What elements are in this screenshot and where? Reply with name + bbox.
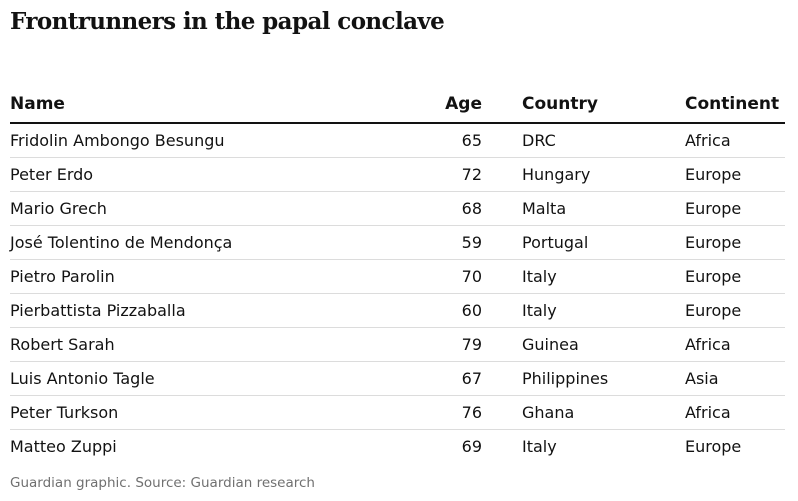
cell-spacer <box>482 327 522 362</box>
cell-spacer <box>482 123 522 158</box>
cell-name: Fridolin Ambongo Besungu <box>10 123 422 158</box>
table-row: José Tolentino de Mendonça 59 Portugal E… <box>10 225 785 260</box>
cell-age: 76 <box>422 395 482 430</box>
header-row: Name Age Country Continent <box>10 86 785 124</box>
cell-country: DRC <box>522 123 685 158</box>
cell-age: 67 <box>422 361 482 396</box>
column-header-country: Country <box>522 86 685 124</box>
cell-country: Guinea <box>522 327 685 362</box>
table-row: Mario Grech 68 Malta Europe <box>10 191 785 226</box>
cell-spacer <box>482 361 522 396</box>
cell-spacer <box>482 259 522 294</box>
cell-continent: Asia <box>685 361 785 396</box>
cell-name: Luis Antonio Tagle <box>10 361 422 396</box>
source-note: Guardian graphic. Source: Guardian resea… <box>10 475 315 491</box>
cell-country: Malta <box>522 191 685 226</box>
cell-age: 72 <box>422 157 482 192</box>
column-header-continent: Continent <box>685 86 785 124</box>
cell-age: 60 <box>422 293 482 328</box>
cell-country: Portugal <box>522 225 685 260</box>
cell-name: Matteo Zuppi <box>10 437 117 456</box>
cell-name: Pierbattista Pizzaballa <box>10 293 422 328</box>
cell-age: 79 <box>422 327 482 362</box>
cell-continent: Europe <box>685 157 785 192</box>
cell-spacer <box>482 225 522 260</box>
cell-spacer <box>482 430 522 464</box>
table-title: Frontrunners in the papal conclave <box>10 8 445 35</box>
cell-age: 59 <box>422 225 482 260</box>
cell-age: 69 <box>461 437 482 456</box>
table-row: Luis Antonio Tagle 67 Philippines Asia <box>10 361 785 396</box>
cell-country: Italy <box>522 259 685 294</box>
cell-name: Mario Grech <box>10 191 422 226</box>
column-spacer <box>482 86 522 124</box>
cell-continent: Europe <box>685 259 785 294</box>
cell-name: Robert Sarah <box>10 327 422 362</box>
cell-country: Hungary <box>522 157 685 192</box>
cell-name: Peter Erdo <box>10 157 422 192</box>
cell-country: Italy <box>522 293 685 328</box>
cell-country: Philippines <box>522 361 685 396</box>
table-row: Peter Turkson 76 Ghana Africa <box>10 395 785 430</box>
cell-continent: Europe <box>685 293 785 328</box>
cell-continent: Europe <box>685 191 785 226</box>
table-row: Peter Erdo 72 Hungary Europe <box>10 157 785 192</box>
cell-age: 68 <box>422 191 482 226</box>
cell-name: José Tolentino de Mendonça <box>10 225 422 260</box>
frontrunners-table: Name Age Country Continent Fridolin Ambo… <box>10 86 785 463</box>
cell-spacer <box>482 157 522 192</box>
column-header-age: Age <box>422 86 482 124</box>
cell-continent: Europe <box>685 437 742 456</box>
table-row: Matteo Zuppi 69 Italy Europe <box>10 430 785 464</box>
cell-spacer <box>482 395 522 430</box>
cell-continent: Africa <box>685 327 785 362</box>
table-row: Fridolin Ambongo Besungu 65 DRC Africa <box>10 123 785 158</box>
table-row: Pierbattista Pizzaballa 60 Italy Europe <box>10 293 785 328</box>
table-row: Robert Sarah 79 Guinea Africa <box>10 327 785 362</box>
cell-spacer <box>482 293 522 328</box>
cell-spacer <box>482 191 522 226</box>
cell-continent: Europe <box>685 225 785 260</box>
cell-age: 65 <box>422 123 482 158</box>
cell-country: Ghana <box>522 395 685 430</box>
cell-name: Pietro Parolin <box>10 259 422 294</box>
cell-continent: Africa <box>685 395 785 430</box>
cell-name: Peter Turkson <box>10 395 422 430</box>
column-header-name: Name <box>10 86 422 124</box>
cell-continent: Africa <box>685 123 785 158</box>
cell-country: Italy <box>522 437 557 456</box>
cell-age: 70 <box>422 259 482 294</box>
table-row: Pietro Parolin 70 Italy Europe <box>10 259 785 294</box>
